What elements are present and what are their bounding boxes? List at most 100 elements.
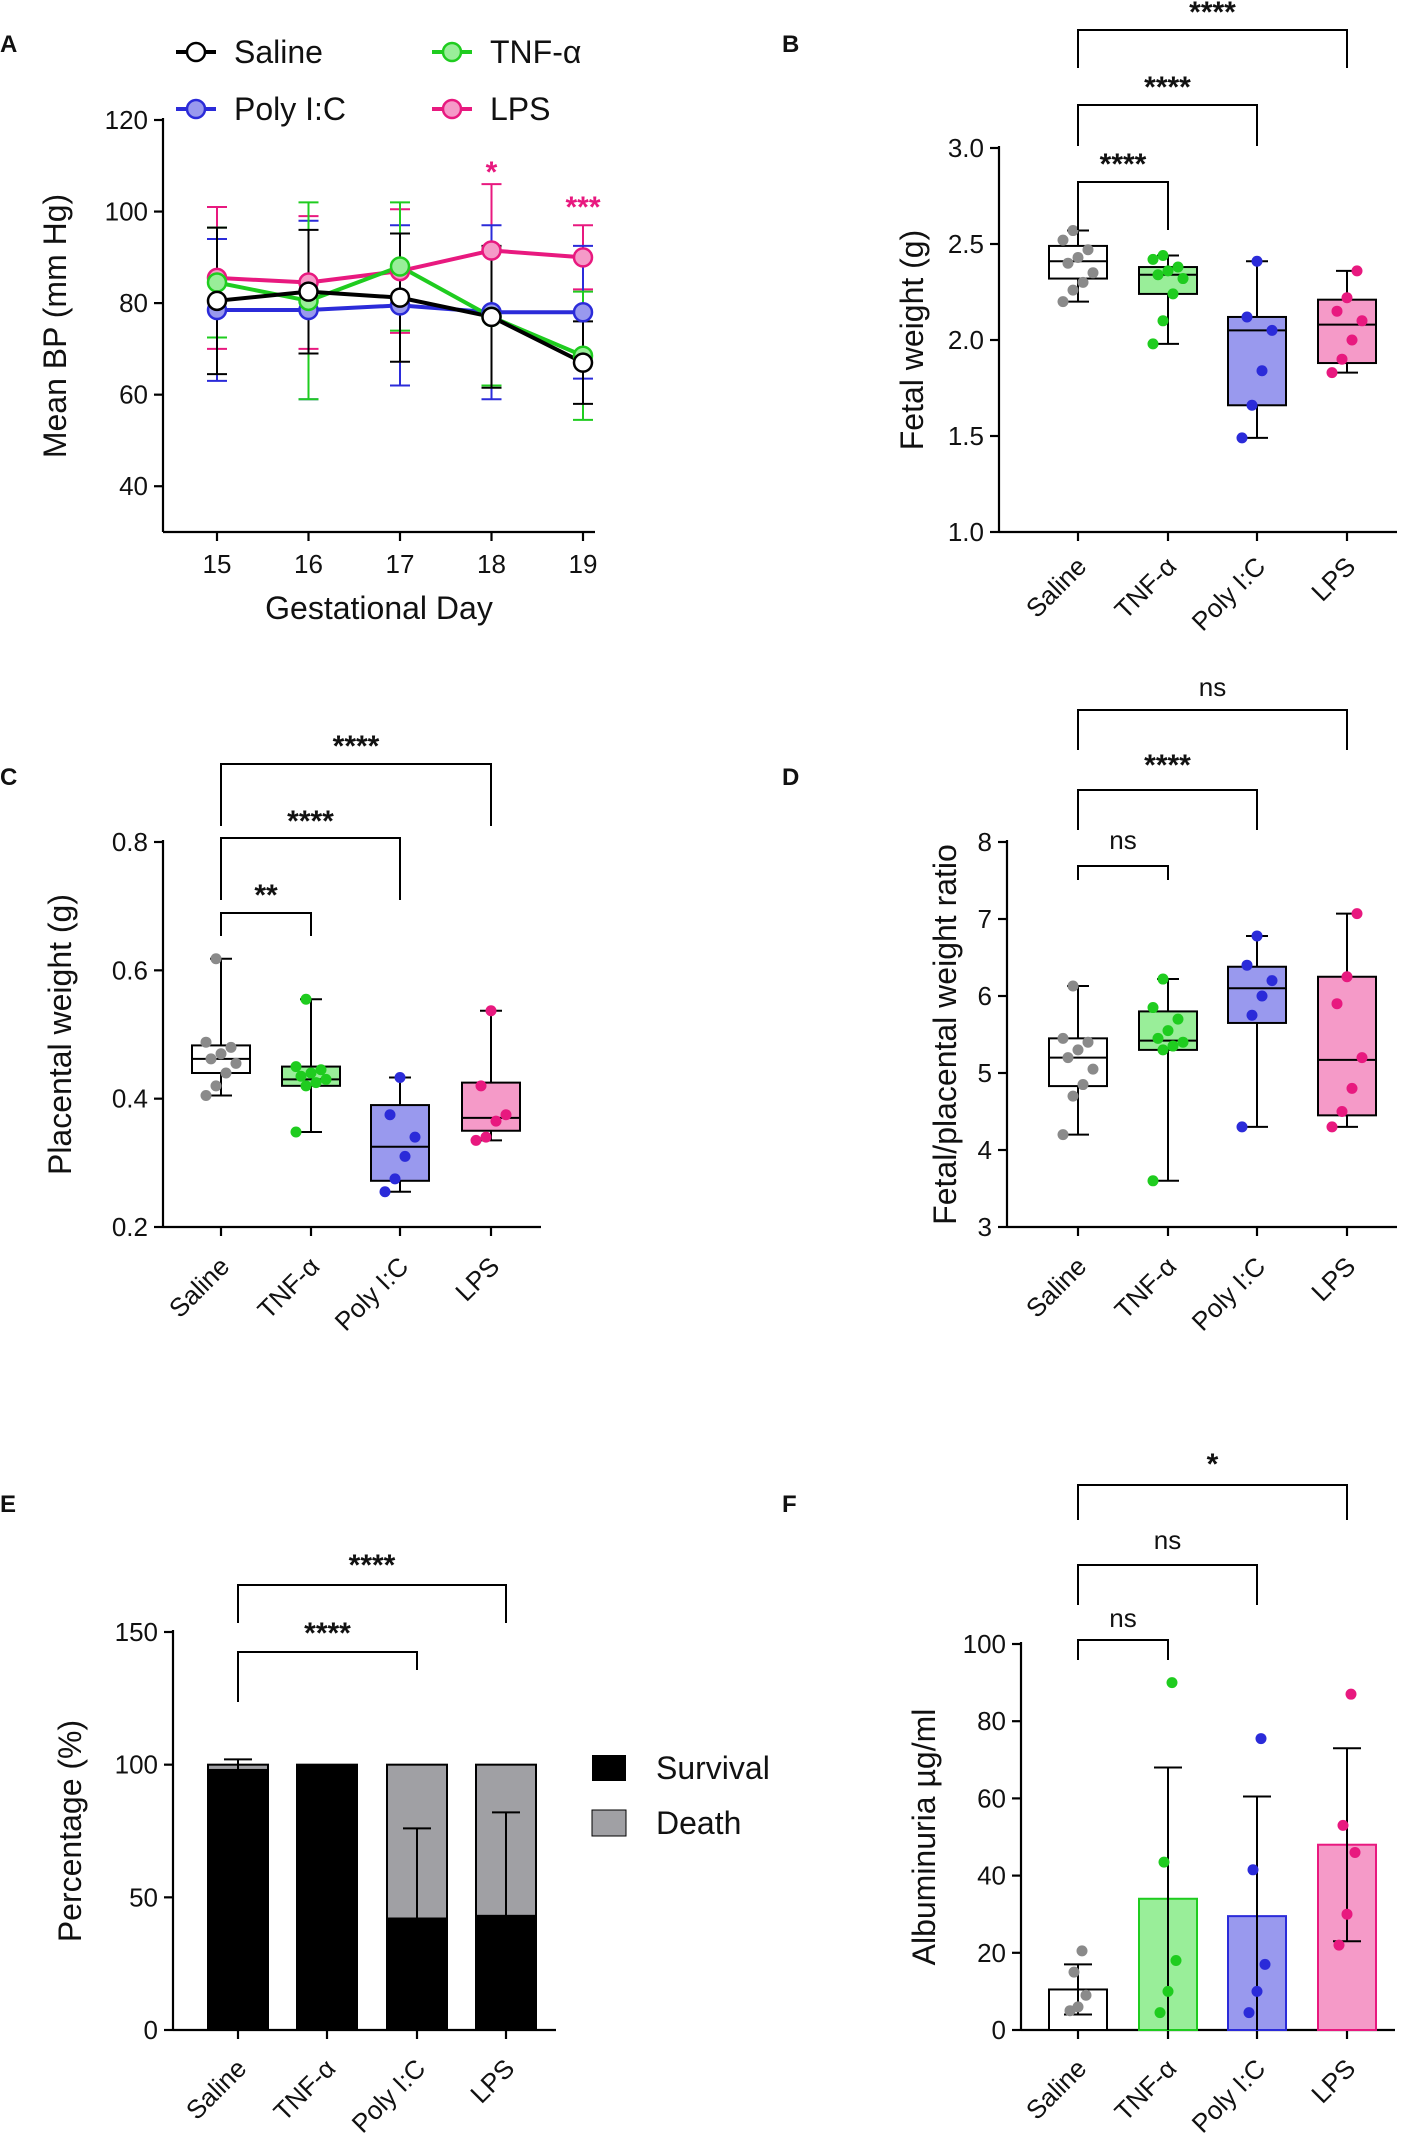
data-point-saline — [215, 1048, 227, 1060]
x-category-label: LPS — [1305, 1251, 1361, 1307]
data-point-saline — [210, 953, 222, 965]
data-point-polyic — [1236, 1121, 1248, 1133]
significance-bracket — [237, 1584, 507, 1623]
significance-label: **** — [1144, 749, 1191, 782]
data-point-polyic — [1246, 399, 1258, 411]
significance-bracket — [1077, 104, 1258, 146]
data-point-lps — [1341, 292, 1353, 304]
data-point-polyic — [1243, 2007, 1255, 2019]
data-point-tnf — [206, 272, 228, 293]
data-point-saline — [1076, 1945, 1088, 1957]
data-point-tnf — [1162, 1025, 1174, 1037]
significance-label: ns — [1109, 825, 1136, 855]
significance-bracket — [1077, 709, 1348, 750]
x-tick-label: 16 — [294, 549, 323, 579]
x-category-label: Saline — [1020, 1251, 1092, 1323]
data-point-lps — [1331, 305, 1343, 317]
box-lps — [461, 1081, 521, 1132]
significance-label: **** — [1144, 71, 1191, 104]
data-point-saline — [1077, 276, 1089, 288]
x-category-label: Saline — [1020, 551, 1092, 623]
x-category-label: LPS — [464, 2053, 520, 2109]
legend-swatch-death — [591, 1809, 627, 1837]
legend-marker-tnf — [441, 41, 463, 63]
data-point-tnf — [1157, 1044, 1169, 1056]
data-point-tnf — [1157, 315, 1169, 327]
box-polyic — [370, 1104, 430, 1182]
x-category-label: LPS — [1305, 2053, 1361, 2109]
legend-marker-polyic — [185, 98, 207, 120]
significance-label: ns — [1199, 672, 1226, 702]
box-lps — [1317, 975, 1377, 1117]
y-axis-title: Percentage (%) — [52, 1720, 88, 1942]
y-tick-label: 0.8 — [112, 827, 148, 857]
significance-bracket — [1077, 29, 1348, 68]
data-point-lps — [1326, 1121, 1338, 1133]
data-point-tnf — [290, 1061, 302, 1073]
data-point-saline — [298, 281, 319, 302]
data-point-polyic — [399, 1150, 411, 1162]
panel-letter-e: E — [0, 1491, 16, 1518]
data-point-tnf — [389, 256, 411, 277]
data-point-lps — [1351, 908, 1363, 920]
data-point-tnf — [1147, 338, 1159, 350]
y-tick-label: 2.0 — [948, 325, 984, 355]
data-point-tnf — [295, 1070, 307, 1082]
data-point-lps — [1333, 1939, 1345, 1951]
data-point-tnf — [320, 1073, 332, 1085]
data-point-tnf — [1154, 2007, 1166, 2019]
panel-d-box-plot: 3 4 5 6 7 8 Fetal/placental weight ratio Saline… — [927, 672, 1397, 1337]
significance-label: * — [1207, 1448, 1219, 1481]
y-tick-label: 80 — [119, 288, 148, 318]
data-point-lps — [480, 1131, 492, 1143]
y-tick-label: 5 — [978, 1058, 992, 1088]
x-axis-title: Gestational Day — [265, 590, 493, 626]
y-tick-label: 7 — [978, 904, 992, 934]
y-tick-label: 120 — [105, 105, 148, 135]
x-category-label: Poly I:C — [346, 2053, 432, 2139]
panel-f-bar-chart: 0 20 40 60 80 100 Albuminuria µg/ml Saline TNF-α… — [906, 1448, 1395, 2139]
data-point-lps — [470, 1134, 482, 1146]
data-point-tnf — [1162, 1985, 1174, 1997]
data-point-saline — [1062, 1052, 1074, 1064]
data-point-polyic — [409, 1131, 421, 1143]
data-point-tnf — [1147, 1002, 1159, 1014]
data-point-lps — [490, 1115, 502, 1127]
data-point-saline — [389, 287, 411, 308]
data-point-lps — [1356, 1052, 1368, 1064]
data-point-lps — [1341, 971, 1353, 983]
data-point-saline — [220, 1067, 232, 1079]
y-tick-label: 0.6 — [112, 955, 148, 985]
y-tick-label: 20 — [977, 1938, 1006, 1968]
x-category-label: TNF-α — [252, 1251, 326, 1325]
data-point-polyic — [1256, 365, 1268, 377]
data-point-tnf — [315, 1064, 327, 1076]
significance-bracket — [1077, 1639, 1169, 1660]
data-point-saline — [200, 1089, 212, 1101]
panel-letter-a: A — [0, 31, 17, 58]
data-point-tnf — [1152, 269, 1164, 281]
data-point-tnf — [290, 1126, 302, 1138]
data-point-saline — [225, 1041, 237, 1053]
y-tick-label: 0 — [144, 2015, 158, 2045]
legend-marker-saline — [185, 41, 207, 63]
significance-bracket — [237, 1651, 418, 1702]
y-tick-label: 0.2 — [112, 1212, 148, 1242]
significance-label: **** — [304, 1617, 351, 1650]
data-point-saline — [210, 1080, 222, 1092]
data-point-tnf — [1177, 273, 1189, 285]
x-category-label: TNF-α — [1109, 551, 1183, 625]
significance-bracket — [1077, 789, 1258, 830]
x-tick-label: 18 — [477, 549, 506, 579]
y-tick-label: 6 — [978, 981, 992, 1011]
significance-label: **** — [287, 805, 334, 838]
data-point-polyic — [379, 1186, 391, 1198]
panel-letter-d: D — [782, 764, 799, 791]
data-point-polyic — [1241, 959, 1253, 971]
x-category-label: Saline — [163, 1251, 235, 1323]
y-tick-label: 0 — [992, 2015, 1006, 2045]
data-point-lps — [1331, 998, 1343, 1010]
data-point-lps — [1337, 1819, 1349, 1831]
data-point-tnf — [1157, 973, 1169, 985]
data-point-tnf — [1158, 1856, 1170, 1868]
